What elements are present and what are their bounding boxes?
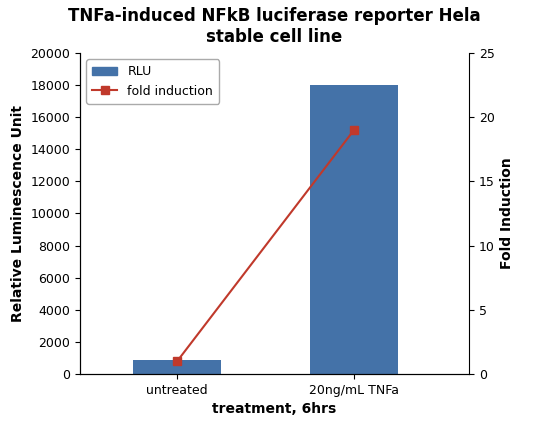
X-axis label: treatment, 6hrs: treatment, 6hrs — [212, 402, 337, 416]
Y-axis label: Fold Induction: Fold Induction — [500, 158, 514, 269]
Bar — [310, 85, 398, 374]
Y-axis label: Relative Luminescence Unit: Relative Luminescence Unit — [11, 105, 25, 322]
Title: TNFa-induced NFkB luciferase reporter Hela
stable cell line: TNFa-induced NFkB luciferase reporter He… — [68, 7, 481, 46]
Legend: RLU, fold induction: RLU, fold induction — [86, 59, 220, 104]
Bar — [133, 359, 221, 374]
